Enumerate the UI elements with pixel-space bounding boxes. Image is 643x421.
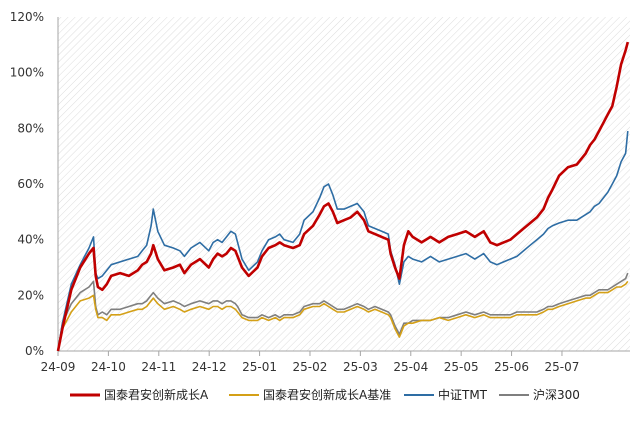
series-line-0 bbox=[56, 41, 630, 352]
series-line-2 bbox=[57, 131, 629, 352]
legend-label: 沪深300 bbox=[533, 388, 580, 402]
x-tick-label: 25-06 bbox=[494, 360, 529, 374]
x-tick-label: 25-01 bbox=[242, 360, 277, 374]
x-tick-label: 25-07 bbox=[545, 360, 580, 374]
x-tick-label: 24-09 bbox=[41, 360, 76, 374]
x-tick-label: 25-04 bbox=[393, 360, 428, 374]
y-axis: 0% 20% 40% 60% 80% 100% 120% bbox=[10, 10, 59, 358]
legend-label: 中证TMT bbox=[438, 387, 488, 402]
legend-label: 国泰君安创新成长A基准 bbox=[263, 387, 391, 402]
plot-area-background bbox=[58, 17, 630, 351]
y-tick-label: 100% bbox=[10, 66, 44, 80]
x-tick-label: 25-03 bbox=[343, 360, 378, 374]
y-tick-label: 80% bbox=[17, 121, 44, 135]
x-tick-label: 24-11 bbox=[141, 360, 176, 374]
y-tick-label: 40% bbox=[17, 233, 44, 247]
x-tick-label: 24-12 bbox=[192, 360, 227, 374]
y-tick-label: 0% bbox=[25, 344, 44, 358]
x-tick-label: 24-10 bbox=[91, 360, 126, 374]
y-tick-label: 20% bbox=[17, 288, 44, 302]
x-tick-label: 25-05 bbox=[444, 360, 479, 374]
y-tick-label: 120% bbox=[10, 10, 44, 24]
y-tick-label: 60% bbox=[17, 177, 44, 191]
series-lines bbox=[56, 41, 630, 352]
legend: 国泰君安创新成长A 国泰君安创新成长A基准 中证TMT 沪深300 bbox=[70, 387, 580, 402]
legend-label: 国泰君安创新成长A bbox=[104, 387, 209, 402]
series-line-3 bbox=[57, 272, 629, 352]
x-tick-label: 25-02 bbox=[293, 360, 328, 374]
series-line-1 bbox=[57, 280, 629, 352]
x-axis: 24-09 24-10 24-11 24-12 25-01 25-02 25-03 25-04… bbox=[41, 350, 630, 374]
